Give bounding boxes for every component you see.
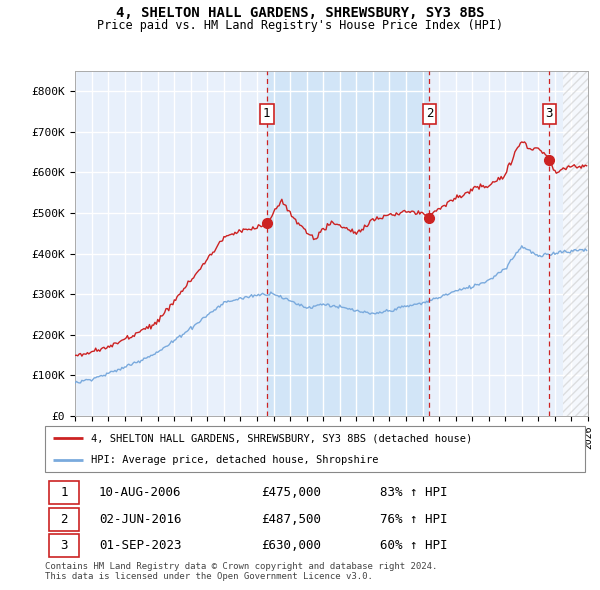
Text: 1: 1 [263, 107, 271, 120]
Text: £475,000: £475,000 [261, 486, 321, 499]
Text: 1: 1 [61, 486, 68, 499]
Text: £630,000: £630,000 [261, 539, 321, 552]
Text: 2: 2 [61, 513, 68, 526]
Text: £487,500: £487,500 [261, 513, 321, 526]
Text: 83% ↑ HPI: 83% ↑ HPI [380, 486, 448, 499]
Text: 02-JUN-2016: 02-JUN-2016 [99, 513, 182, 526]
Text: 76% ↑ HPI: 76% ↑ HPI [380, 513, 448, 526]
Bar [266, 71, 430, 416]
Text: 4, SHELTON HALL GARDENS, SHREWSBURY, SY3 8BS (detached house): 4, SHELTON HALL GARDENS, SHREWSBURY, SY3… [91, 434, 472, 444]
Text: 4, SHELTON HALL GARDENS, SHREWSBURY, SY3 8BS: 4, SHELTON HALL GARDENS, SHREWSBURY, SY3… [116, 6, 484, 20]
Bar [49, 481, 79, 504]
Text: Contains HM Land Registry data © Crown copyright and database right 2024.
This d: Contains HM Land Registry data © Crown c… [45, 562, 437, 581]
Text: 3: 3 [545, 107, 553, 120]
Text: 01-SEP-2023: 01-SEP-2023 [99, 539, 182, 552]
Text: 10-AUG-2006: 10-AUG-2006 [99, 486, 182, 499]
Bar [49, 534, 79, 557]
Text: 60% ↑ HPI: 60% ↑ HPI [380, 539, 448, 552]
Bar [49, 507, 79, 531]
Text: HPI: Average price, detached house, Shropshire: HPI: Average price, detached house, Shro… [91, 454, 379, 464]
Text: Price paid vs. HM Land Registry's House Price Index (HPI): Price paid vs. HM Land Registry's House … [97, 19, 503, 32]
Text: 3: 3 [61, 539, 68, 552]
Bar [563, 71, 588, 416]
Text: 2: 2 [426, 107, 433, 120]
